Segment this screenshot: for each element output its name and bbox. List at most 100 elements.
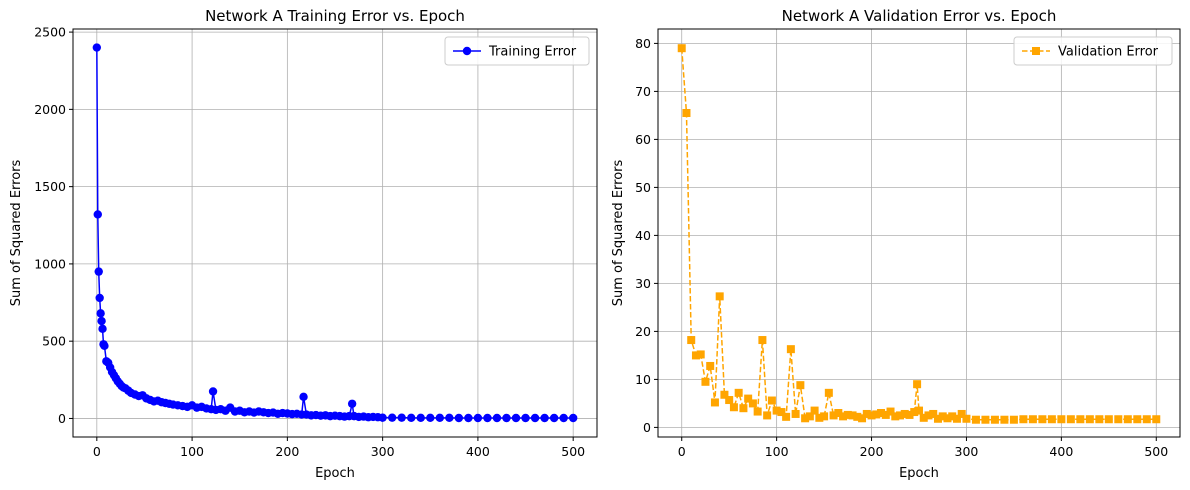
- data-point: [990, 415, 999, 424]
- data-point: [1095, 415, 1104, 424]
- data-point: [763, 411, 772, 420]
- data-point: [1000, 415, 1009, 424]
- data-point: [502, 413, 511, 423]
- data-point: [1057, 415, 1066, 424]
- x-tick-label: 0: [93, 444, 101, 459]
- legend-box: [444, 36, 590, 66]
- data-point: [473, 413, 483, 423]
- data-point: [521, 413, 530, 423]
- data-point: [758, 336, 767, 345]
- legend: Training Error: [444, 36, 590, 66]
- x-tick-label: 100: [180, 444, 204, 459]
- legend: Validation Error: [1013, 36, 1173, 66]
- y-tick-label: 1500: [34, 179, 66, 194]
- data-point: [867, 411, 876, 420]
- data-point: [981, 415, 990, 424]
- plot-frame: [657, 28, 1181, 438]
- data-point: [691, 351, 700, 360]
- data-point: [559, 413, 568, 423]
- data-point: [347, 399, 357, 408]
- data-point: [568, 413, 578, 423]
- data-point: [208, 387, 218, 396]
- data-point: [896, 411, 905, 420]
- data-point: [782, 412, 791, 421]
- data-point: [891, 412, 900, 421]
- data-point: [387, 413, 397, 422]
- y-axis-label: Sum of Squared Errors: [611, 159, 626, 306]
- x-tick-label: 500: [1144, 444, 1168, 459]
- data-point: [96, 309, 105, 318]
- data-point: [858, 414, 867, 423]
- data-point: [1152, 415, 1161, 424]
- data-point: [910, 408, 919, 417]
- data-point: [924, 411, 933, 420]
- data-point: [1019, 415, 1028, 424]
- data-point: [445, 413, 454, 423]
- y-tick-label: 2000: [34, 102, 66, 117]
- data-point: [929, 409, 938, 418]
- data-point: [791, 409, 800, 418]
- chart-title: Network A Training Error vs. Epoch: [205, 7, 465, 25]
- data-point: [1066, 415, 1075, 424]
- data-point: [701, 377, 710, 386]
- data-point: [877, 409, 886, 417]
- data-point: [734, 388, 743, 397]
- data-point: [1028, 415, 1037, 424]
- data-point: [435, 413, 444, 423]
- data-point: [454, 413, 464, 423]
- data-point: [95, 293, 104, 303]
- data-point: [848, 411, 857, 420]
- data-point: [1133, 415, 1142, 424]
- data-point: [729, 403, 738, 412]
- data-point: [777, 408, 786, 417]
- y-tick-label: 20: [635, 324, 651, 339]
- data-point: [796, 381, 805, 390]
- data-point: [92, 43, 102, 52]
- y-axis-label: Sum of Squared Errors: [9, 159, 24, 306]
- data-point: [1009, 415, 1018, 424]
- y-tick-label: 10: [635, 372, 651, 387]
- y-tick-label: 0: [643, 420, 651, 435]
- data-point: [886, 407, 895, 416]
- data-point: [1142, 415, 1151, 424]
- x-axis-label: Epoch: [315, 466, 355, 481]
- y-tick-label: 2500: [34, 25, 66, 40]
- y-tick-label: 40: [635, 228, 651, 243]
- y-tick-label: 1000: [34, 256, 66, 271]
- data-point: [905, 410, 914, 419]
- x-tick-label: 200: [275, 444, 299, 459]
- data-point: [1047, 415, 1056, 424]
- data-point: [426, 413, 435, 423]
- data-point: [913, 380, 922, 389]
- y-tick-label: 50: [635, 180, 651, 195]
- chart-title: Network A Validation Error vs. Epoch: [782, 7, 1057, 25]
- data-point: [881, 410, 890, 419]
- data-point: [829, 411, 838, 420]
- data-point: [862, 409, 871, 418]
- x-tick-label: 0: [678, 444, 686, 459]
- series-line: [680, 48, 1157, 421]
- data-point: [464, 413, 473, 423]
- y-tick-label: 60: [635, 132, 651, 147]
- data-point: [839, 412, 848, 421]
- data-point: [820, 412, 829, 421]
- data-point: [948, 412, 957, 421]
- data-point: [772, 406, 781, 415]
- data-point: [1085, 415, 1094, 424]
- x-tick-label: 400: [466, 444, 490, 459]
- data-point: [1114, 415, 1123, 424]
- data-point: [1038, 415, 1047, 424]
- data-point: [93, 210, 102, 219]
- data-point: [815, 413, 824, 422]
- data-point: [957, 409, 966, 418]
- y-tick-label: 500: [42, 334, 66, 349]
- data-point: [786, 345, 795, 354]
- data-point: [943, 414, 952, 423]
- data-point: [397, 413, 406, 422]
- x-axis-label: Epoch: [899, 466, 939, 481]
- legend-label: Training Error: [488, 45, 577, 60]
- data-point: [938, 412, 947, 421]
- data-point: [900, 409, 909, 418]
- data-point: [725, 396, 734, 405]
